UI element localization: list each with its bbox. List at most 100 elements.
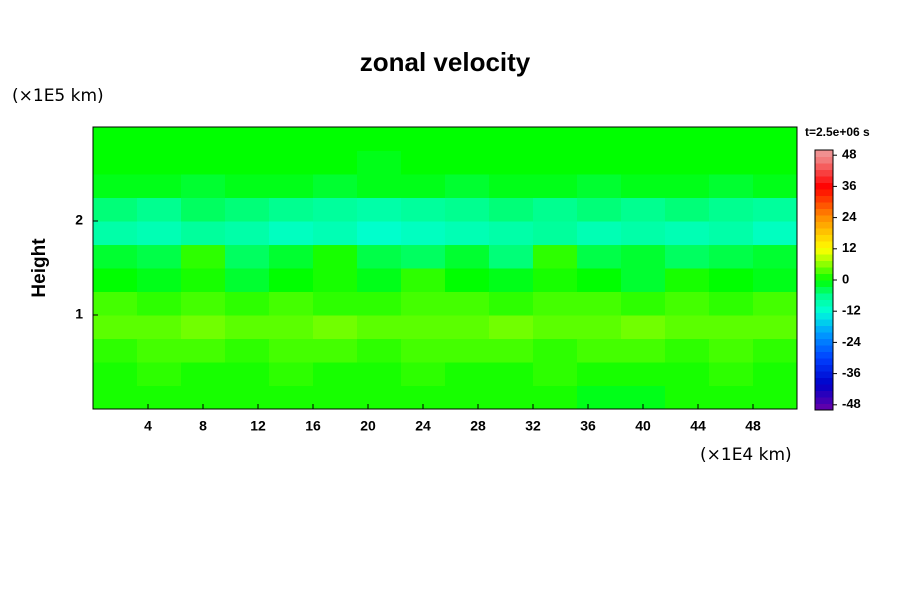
x-tick-label: 36 xyxy=(580,418,596,434)
cell xyxy=(489,221,534,245)
cell xyxy=(357,385,402,410)
colorbar-band xyxy=(815,325,833,333)
colorbar-band xyxy=(815,267,833,274)
cell xyxy=(401,127,446,151)
colorbar-band xyxy=(815,202,833,209)
colorbar-tick-label: 12 xyxy=(842,240,856,255)
y-axis-label: Height xyxy=(29,238,50,298)
cell xyxy=(445,362,490,386)
cell xyxy=(313,362,358,386)
cell xyxy=(753,197,798,222)
cell xyxy=(181,315,226,339)
cell xyxy=(577,174,622,198)
cell xyxy=(401,244,446,269)
cell xyxy=(313,197,358,222)
x-tick-label: 28 xyxy=(470,418,486,434)
y-unit: (×1E5 km) xyxy=(12,86,104,106)
colorbar-tick-label: -48 xyxy=(842,396,861,411)
cell xyxy=(709,244,754,269)
cell xyxy=(665,127,710,151)
cell xyxy=(445,291,490,316)
colorbar-band xyxy=(815,299,833,307)
cell xyxy=(533,291,578,316)
cell xyxy=(357,362,402,386)
cell xyxy=(137,150,182,175)
field xyxy=(92,126,798,410)
cell xyxy=(665,291,710,316)
cell xyxy=(401,221,446,245)
cell xyxy=(269,362,314,386)
cell xyxy=(445,315,490,339)
cell xyxy=(181,291,226,316)
colorbar-band xyxy=(815,215,833,222)
colorbar-band xyxy=(815,397,833,404)
cell xyxy=(577,221,622,245)
cell xyxy=(313,315,358,339)
cell xyxy=(269,150,314,175)
colorbar-band xyxy=(815,293,833,300)
cell xyxy=(357,150,402,175)
cell xyxy=(269,197,314,222)
plot-frame xyxy=(92,126,798,410)
cell xyxy=(137,197,182,222)
cell xyxy=(709,127,754,151)
cell xyxy=(181,268,226,292)
cell xyxy=(665,150,710,175)
cell xyxy=(533,338,578,363)
cell xyxy=(313,338,358,363)
cell xyxy=(313,385,358,410)
colorbar-band xyxy=(815,286,833,294)
cell xyxy=(93,150,138,175)
colorbar-tick-label: 36 xyxy=(842,178,856,193)
colorbar-tick-label: 48 xyxy=(842,147,856,162)
cell xyxy=(621,315,666,339)
cell xyxy=(313,221,358,245)
cell xyxy=(269,268,314,292)
cell xyxy=(533,268,578,292)
cell xyxy=(533,362,578,386)
cell xyxy=(137,268,182,292)
cell xyxy=(93,174,138,198)
x-tick-label: 32 xyxy=(525,418,541,434)
cell xyxy=(577,291,622,316)
cell xyxy=(665,174,710,198)
cell xyxy=(621,221,666,245)
cell xyxy=(621,291,666,316)
cell xyxy=(225,385,270,410)
cell xyxy=(533,315,578,339)
cell xyxy=(93,315,138,339)
cell xyxy=(665,362,710,386)
cell xyxy=(753,291,798,316)
cell xyxy=(181,244,226,269)
cell xyxy=(269,315,314,339)
cell xyxy=(489,338,534,363)
colorbar-band xyxy=(815,234,833,242)
colorbar: 48 36 24 12 0 -12 -24 -36 -48 xyxy=(814,147,862,411)
cell xyxy=(357,127,402,151)
colorbar-tick-label: 24 xyxy=(842,209,857,224)
cell xyxy=(665,197,710,222)
cell xyxy=(357,291,402,316)
cell xyxy=(269,174,314,198)
cell xyxy=(137,385,182,410)
cell xyxy=(225,174,270,198)
cell xyxy=(225,221,270,245)
cell xyxy=(401,315,446,339)
cell xyxy=(489,127,534,151)
cell xyxy=(93,268,138,292)
cell xyxy=(93,362,138,386)
cell xyxy=(181,362,226,386)
time-label: t=2.5e+06 s xyxy=(805,125,870,139)
cell xyxy=(225,315,270,339)
colorbar-band xyxy=(815,312,833,320)
y-tick-label: 2 xyxy=(75,212,83,228)
cell xyxy=(93,221,138,245)
cell xyxy=(577,362,622,386)
colorbar-band xyxy=(815,345,833,352)
cell xyxy=(709,385,754,410)
colorbar-band xyxy=(815,176,833,183)
cell xyxy=(313,268,358,292)
cell xyxy=(621,338,666,363)
cell xyxy=(93,127,138,151)
colorbar-band xyxy=(815,260,833,268)
